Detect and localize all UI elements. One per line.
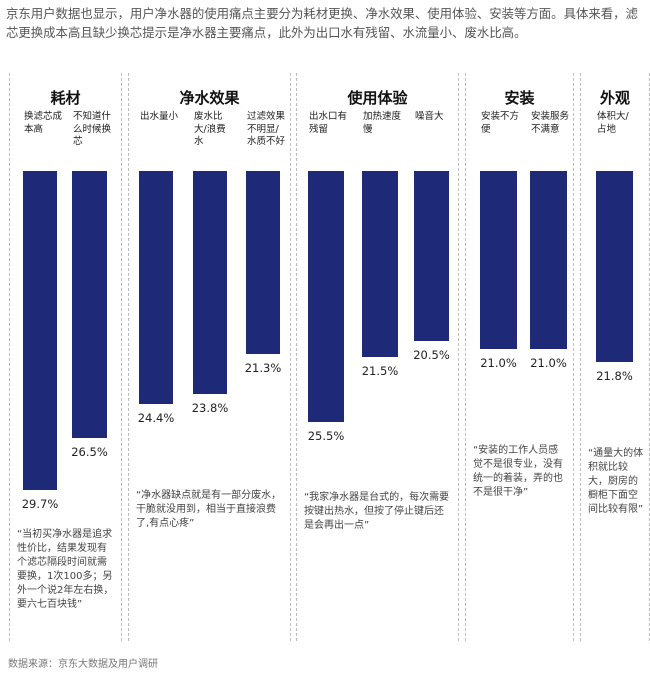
user-quote: “当初买净水器是追求性价比，结果发现有个滤芯隔段时间就需要换，1次100多；另外…	[17, 529, 114, 610]
bar-value-label: 21.0%	[530, 356, 567, 370]
bar-value-label: 25.5%	[307, 429, 345, 443]
bar	[596, 171, 633, 362]
bar-label: 安装服务不满意	[531, 111, 570, 135]
bar	[414, 171, 449, 341]
user-quote: “净水器缺点就是有一部分废水，干脆就没用到，相当于直接浪费了,有点心疼”	[136, 490, 282, 529]
user-quote: “我家净水器是台式的，每次需要按键出热水，但按了停止键后还是会再出一点”	[304, 492, 450, 531]
bar	[23, 171, 57, 490]
bar-value-label: 24.4%	[137, 411, 175, 425]
bar	[480, 171, 517, 349]
bar	[308, 171, 344, 422]
bar-label: 加热速度慢	[363, 111, 402, 135]
bar-value-label: 26.5%	[71, 445, 108, 459]
data-source: 数据来源：京东大数据及用户调研	[8, 659, 158, 670]
bar-label: 过滤效果不明显/水质不好	[247, 111, 286, 147]
bar-value-label: 20.5%	[413, 348, 450, 362]
bar-label: 出水量小	[140, 111, 179, 122]
bar	[362, 171, 398, 357]
group-title: 净水效果	[179, 89, 240, 107]
user-quote: “通量大的体积就比较大，厨房的橱柜下面空间比较有限”	[588, 448, 644, 515]
bar	[246, 171, 280, 354]
bar-value-label: 21.3%	[244, 361, 282, 375]
group-frame	[128, 73, 291, 641]
group-title: 使用体验	[347, 89, 408, 107]
bar	[193, 171, 227, 394]
group-frame	[465, 73, 574, 641]
bar	[530, 171, 567, 349]
group-frame	[296, 73, 459, 641]
bar-label: 安装不方便	[481, 111, 520, 135]
group-title: 安装	[504, 89, 535, 107]
intro-text: 京东用户数据也显示，用户净水器的使用痛点主要分为耗材更换、净水效果、使用体验、安…	[6, 6, 638, 40]
group-title: 外观	[599, 89, 630, 107]
bar-label: 体积大/占地	[597, 111, 629, 135]
bar-label: 出水口有残留	[309, 111, 348, 135]
bar-label: 不知道什么时候换芯	[73, 111, 112, 147]
bar-value-label: 29.7%	[21, 497, 59, 511]
bar-value-label: 23.8%	[191, 401, 229, 415]
bar-label: 废水比大/浪费水	[194, 111, 226, 147]
bar-label: 换滤芯成本高	[24, 111, 63, 135]
group-title: 耗材	[50, 89, 81, 107]
group-frame	[9, 73, 122, 641]
bar	[72, 171, 107, 438]
user-quote: “安装的工作人员感觉不是很专业，没有统一的着装，弄的也不是很干净”	[473, 445, 563, 498]
bar-value-label: 21.5%	[361, 364, 399, 378]
bar-value-label: 21.8%	[596, 369, 633, 383]
bar-label: 噪音大	[415, 111, 444, 122]
bar	[139, 171, 173, 404]
bar-value-label: 21.0%	[480, 356, 517, 370]
